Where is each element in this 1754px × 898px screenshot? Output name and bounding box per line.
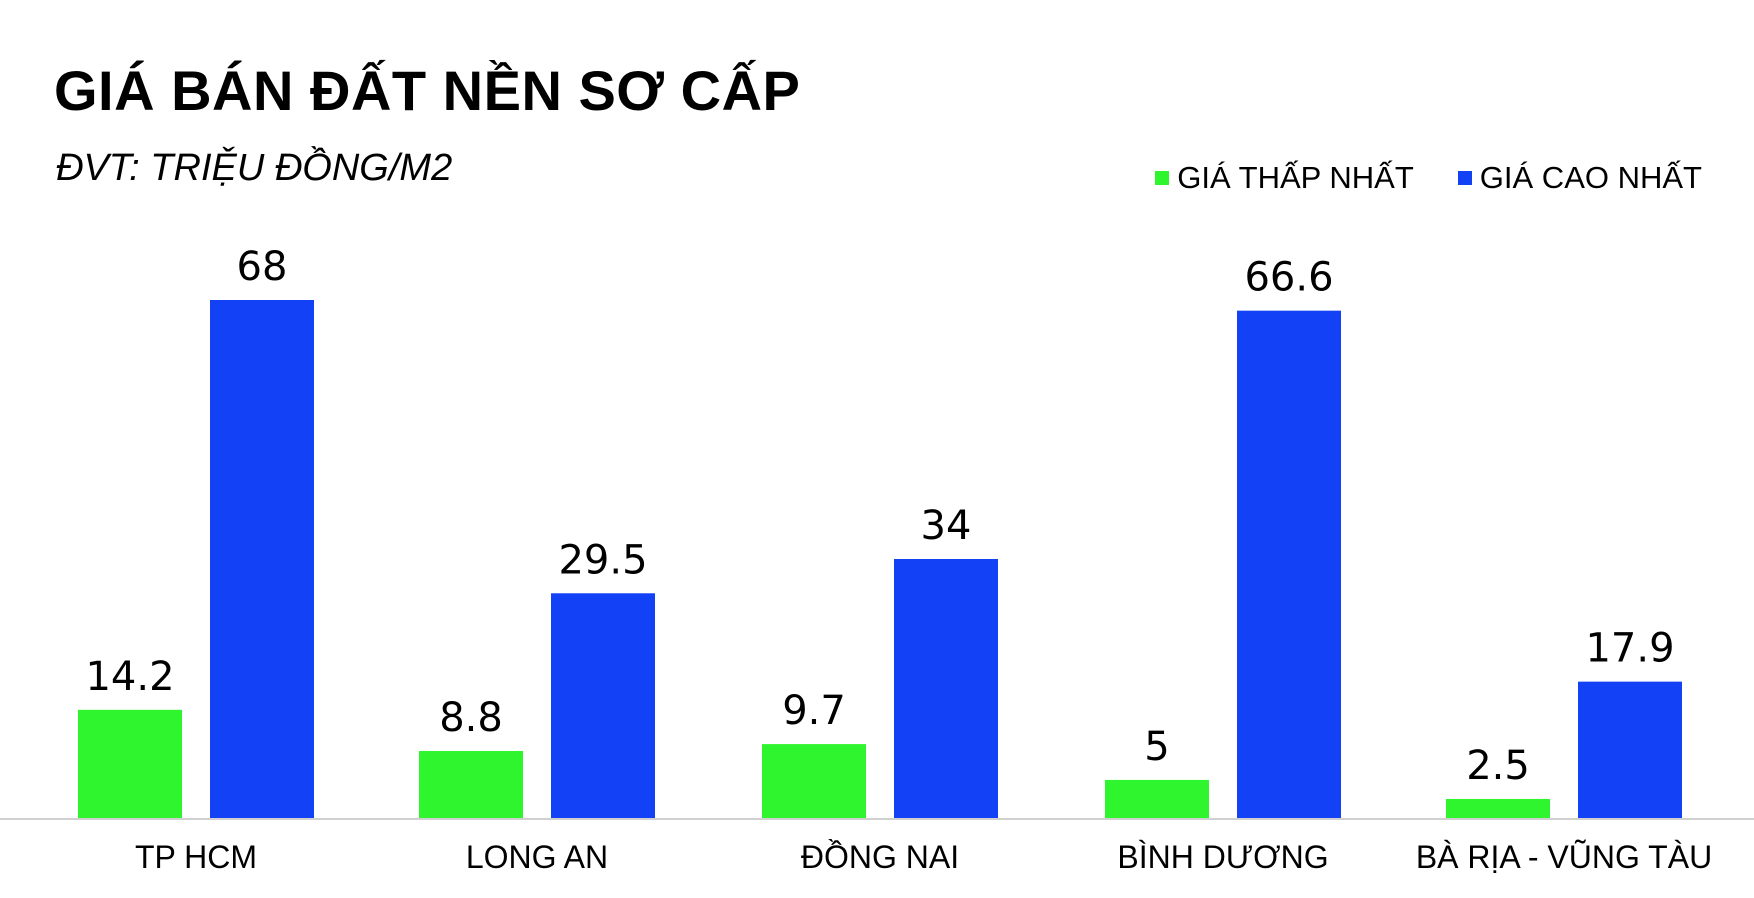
legend-swatch-max [1457,171,1472,185]
legend-label-min: GIÁ THẤP NHẤT [1177,160,1414,195]
bar-min-0 [78,709,182,818]
bar-min-3 [1105,779,1209,818]
category-label-1: LONG AN [466,839,608,875]
legend-label-max: GIÁ CAO NHẤT [1479,160,1702,195]
bar-max-1 [551,593,655,818]
category-label-0: TP HCM [135,839,257,875]
data-label-min-4: 2.5 [1466,743,1530,789]
category-label-3: BÌNH DƯƠNG [1117,839,1328,875]
data-label-max-3: 66.6 [1244,255,1333,301]
bar-min-1 [419,750,523,818]
category-label-2: ĐỒNG NAI [801,839,959,875]
data-label-max-2: 34 [921,503,972,549]
legend-item-min: GIÁ THẤP NHẤT [1155,160,1414,196]
data-label-min-2: 9.7 [782,688,846,734]
bar-max-3 [1237,310,1341,818]
legend: GIÁ THẤP NHẤT GIÁ CAO NHẤT [1155,160,1702,196]
bar-min-4 [1446,798,1550,818]
data-label-min-3: 5 [1144,724,1169,770]
chart-title: GIÁ BÁN ĐẤT NỀN SƠ CẤP [54,59,801,122]
bar-max-2 [894,559,998,818]
bar-max-0 [210,300,314,818]
data-label-max-1: 29.5 [558,537,647,583]
legend-item-max: GIÁ CAO NHẤT [1457,160,1702,196]
bar-max-4 [1578,681,1682,818]
bar-min-2 [762,744,866,818]
category-label-4: BÀ RỊA - VŨNG TÀU [1416,839,1712,875]
data-label-max-0: 68 [237,244,288,290]
data-label-min-0: 14.2 [85,654,174,700]
data-label-max-4: 17.9 [1585,626,1674,672]
legend-swatch-min [1155,171,1170,185]
chart-subtitle: ĐVT: TRIỆU ĐỒNG/M2 [56,147,453,189]
data-label-min-1: 8.8 [439,695,503,741]
